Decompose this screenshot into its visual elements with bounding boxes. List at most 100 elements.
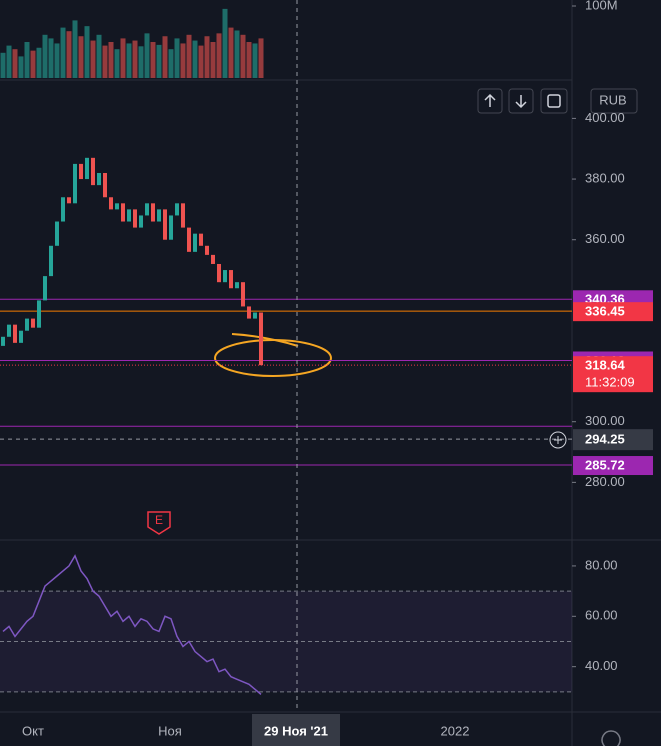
event-label: E: [155, 513, 163, 527]
candle-body: [13, 324, 17, 343]
volume-bar: [168, 49, 174, 78]
event-marker: E: [147, 511, 171, 535]
volume-bar: [246, 42, 252, 78]
volume-bar: [162, 36, 168, 78]
crosshair-price: 294.25: [585, 432, 625, 447]
candle-body: [139, 215, 143, 228]
candle-body: [127, 209, 131, 222]
y-tick-label: 400.00: [585, 110, 625, 125]
up-button[interactable]: [477, 88, 503, 114]
volume-bar: [210, 42, 216, 78]
volume-bar: [12, 49, 18, 78]
volume-bar: [234, 30, 240, 78]
volume-bar: [252, 43, 258, 78]
crosshair-date: 29 Ноя '21: [264, 723, 328, 738]
rsi-tick-label: 80.00: [585, 557, 618, 572]
candle-body: [223, 270, 227, 283]
currency-button[interactable]: [590, 88, 638, 114]
volume-bar: [222, 8, 228, 79]
candle-body: [1, 336, 5, 346]
candle-body: [253, 312, 257, 319]
volume-tick-label: 100M: [585, 0, 618, 12]
time-label: 2022: [441, 723, 470, 738]
candle-body: [103, 172, 107, 198]
candle-body: [247, 306, 251, 319]
candle-body: [211, 254, 215, 264]
volume-bar: [150, 42, 156, 78]
candle-body: [55, 221, 59, 246]
volume-bar: [54, 43, 60, 78]
volume-bar: [240, 34, 246, 78]
candle-body: [229, 270, 233, 289]
volume-bar: [84, 26, 90, 78]
candle-body: [79, 163, 83, 180]
candle-body: [109, 197, 113, 210]
volume-bar: [186, 34, 192, 78]
candle-body: [205, 245, 209, 255]
volume-bar: [180, 43, 186, 78]
fit-button[interactable]: [540, 88, 568, 114]
candle-body: [7, 324, 11, 337]
y-tick-label: 280.00: [585, 474, 625, 489]
candle-body: [61, 197, 65, 222]
volume-bar: [66, 31, 72, 78]
volume-bar: [108, 42, 114, 78]
volume-bar: [90, 40, 96, 78]
down-icon: [515, 95, 527, 109]
candle-body: [169, 215, 173, 240]
add-button[interactable]: [549, 431, 567, 449]
candle-body: [145, 203, 149, 216]
price-tag-label: 285.72: [585, 457, 625, 472]
volume-bar: [30, 50, 36, 78]
fit-icon: [547, 94, 561, 108]
volume-bar: [102, 45, 108, 78]
add-icon: [554, 436, 562, 444]
volume-bar: [156, 44, 162, 78]
volume-bar: [6, 45, 12, 78]
candle-body: [121, 203, 125, 222]
candle-body: [43, 276, 47, 301]
candle-body: [187, 227, 191, 252]
candle-body: [25, 318, 29, 331]
volume-bar: [60, 27, 66, 79]
countdown: 11:32:09: [585, 375, 635, 390]
volume-bar: [48, 38, 54, 78]
candle-body: [151, 203, 155, 222]
volume-bar: [72, 20, 78, 78]
volume-bar: [36, 47, 42, 78]
candle-body: [217, 263, 221, 283]
candle-body: [235, 282, 239, 289]
candle-body: [49, 245, 53, 277]
volume-bar: [24, 42, 30, 78]
volume-bar: [78, 36, 84, 78]
candle-body: [193, 233, 197, 252]
down-button[interactable]: [508, 88, 534, 114]
price-tag: [573, 456, 653, 476]
volume-bar: [258, 38, 264, 78]
candle-body: [85, 157, 89, 180]
volume-bar: [120, 38, 126, 78]
volume-bar: [138, 46, 144, 78]
y-tick-label: 380.00: [585, 170, 625, 185]
up-icon: [484, 93, 496, 107]
price-tag: [573, 356, 653, 393]
volume-bar: [228, 27, 234, 79]
candle-body: [199, 233, 203, 246]
volume-bar: [0, 52, 6, 78]
time-label: Ноя: [158, 723, 182, 738]
y-tick-label: 300.00: [585, 413, 625, 428]
settings-icon[interactable]: [601, 730, 621, 746]
candle-body: [19, 330, 23, 343]
volume-bar: [96, 34, 102, 78]
candle-body: [67, 197, 71, 204]
candle-body: [97, 172, 101, 186]
volume-bar: [174, 38, 180, 78]
volume-bar: [204, 36, 210, 78]
rsi-tick-label: 60.00: [585, 608, 618, 623]
candle-body: [115, 203, 119, 210]
volume-bar: [216, 33, 222, 78]
candle-body: [241, 282, 245, 307]
